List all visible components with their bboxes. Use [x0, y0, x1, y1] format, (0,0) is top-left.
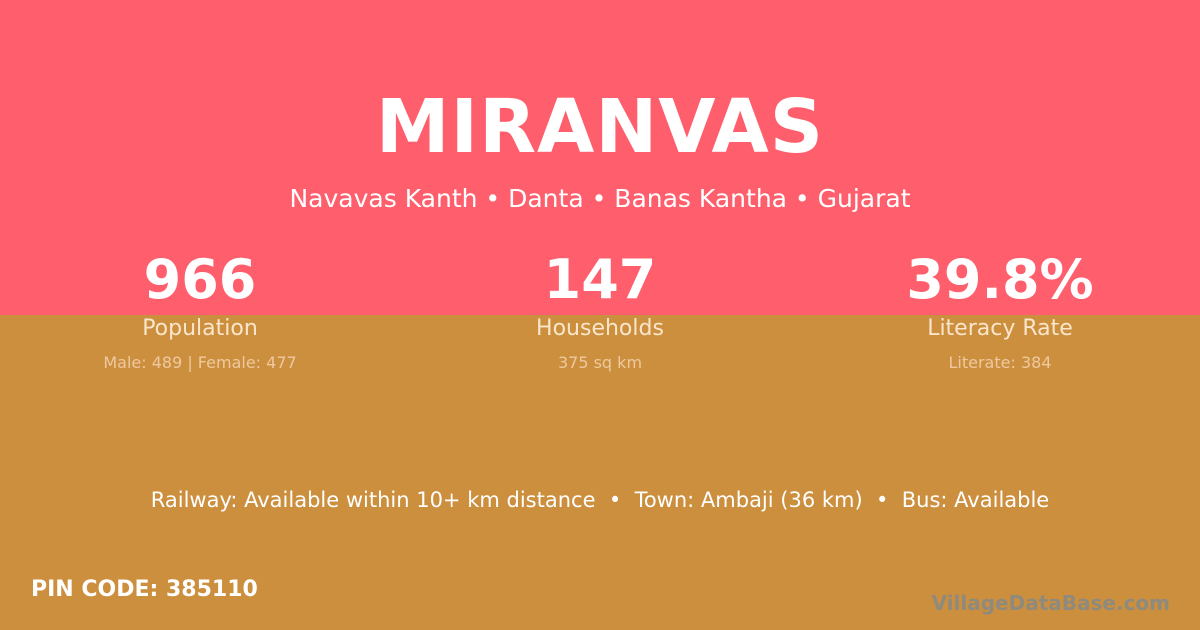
stat-value: 147 [543, 248, 657, 311]
amenities-line: Railway: Available within 10+ km distanc… [150, 488, 1050, 512]
stat-label: Population [142, 316, 258, 341]
stat-population: 966 Population Male: 489 | Female: 477 [0, 248, 400, 374]
pin-code: PIN CODE: 385110 [31, 577, 258, 602]
stat-detail: 375 sq km [557, 353, 643, 372]
stat-literacy: 39.8% Literacy Rate Literate: 384 [800, 248, 1200, 374]
stat-value: 966 [143, 248, 257, 311]
village-location: Navavas Kanth • Danta • Banas Kantha • G… [289, 184, 911, 213]
stat-value: 39.8% [906, 248, 1094, 311]
stat-label: Literacy Rate [927, 316, 1073, 341]
stat-label: Households [536, 316, 664, 341]
stat-detail: Male: 489 | Female: 477 [103, 353, 297, 372]
stat-households: 147 Households 375 sq km [400, 248, 800, 374]
village-name: MIRANVAS [375, 84, 825, 170]
site-watermark: VillageDataBase.com [931, 591, 1170, 615]
stat-detail: Literate: 384 [948, 353, 1052, 372]
header-band [0, 0, 1200, 315]
footer-band [0, 315, 1200, 630]
